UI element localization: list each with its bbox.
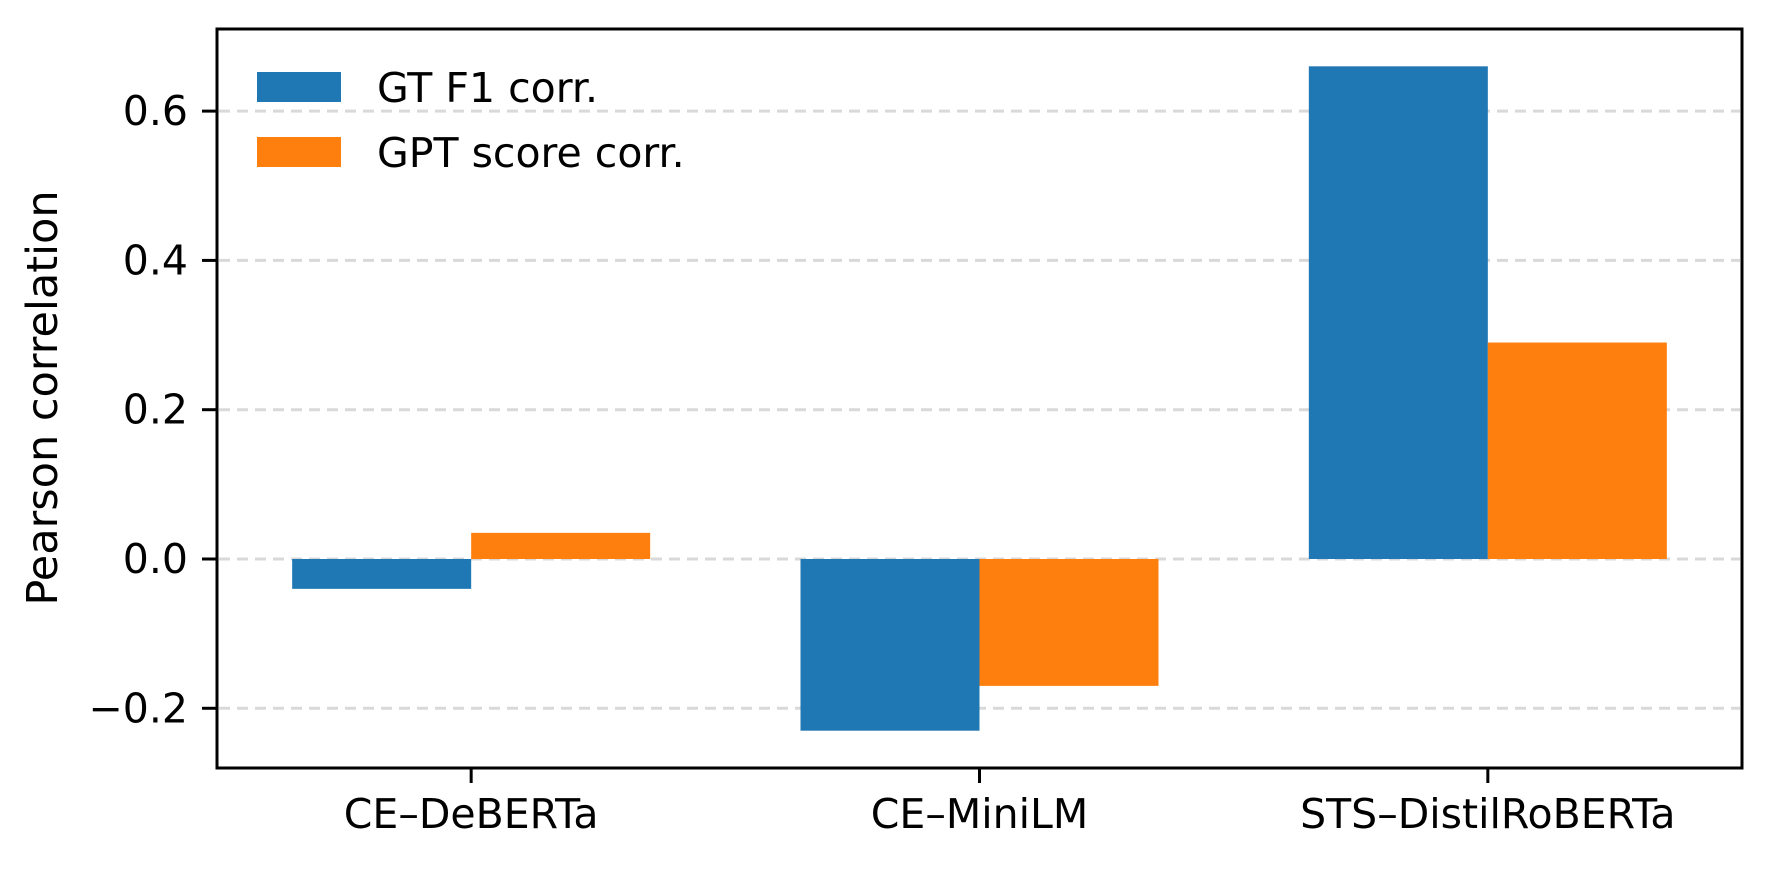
x-tick-label: CE–DeBERTa [344, 790, 599, 838]
y-tick-label: 0.6 [123, 87, 188, 135]
y-tick-label: 0.2 [123, 386, 188, 434]
bar-gpt-score-corr--0 [471, 532, 651, 559]
bar-gpt-score-corr--1 [979, 558, 1159, 686]
y-axis-ticks-group: −0.2 0.0 0.2 0.4 0.6 [88, 87, 216, 732]
bar-gpt-score-corr--2 [1487, 342, 1667, 559]
legend: GT F1 corr. GPT score corr. [257, 64, 685, 177]
plot-border [215, 27, 1744, 770]
x-tick-label: STS–DistilRoBERTa [1300, 790, 1675, 838]
bar-gt-f1-corr--1 [800, 558, 980, 731]
legend-swatch-gpt-score [257, 137, 341, 167]
bar-gt-f1-corr--2 [1308, 66, 1488, 559]
x-tick-label: CE–MiniLM [871, 790, 1088, 838]
bars-group [292, 66, 1667, 731]
x-axis-ticks-group: CE–DeBERTa CE–MiniLM STS–DistilRoBERTa [344, 769, 1676, 838]
y-tick-label: 0.0 [123, 535, 188, 583]
legend-label-gpt-score: GPT score corr. [377, 129, 685, 177]
y-axis-label: Pearson correlation [18, 190, 68, 605]
bar-gt-f1-corr--0 [292, 558, 472, 589]
y-tick-label: −0.2 [88, 684, 188, 732]
legend-label-gt-f1: GT F1 corr. [377, 64, 598, 112]
legend-entry: GPT score corr. [257, 129, 685, 177]
legend-entry: GT F1 corr. [257, 64, 598, 112]
legend-swatch-gt-f1 [257, 72, 341, 102]
y-tick-label: 0.4 [123, 236, 188, 284]
